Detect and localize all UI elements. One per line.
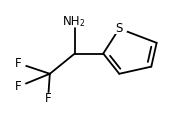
Circle shape <box>40 93 56 104</box>
Text: S: S <box>116 22 123 35</box>
Text: F: F <box>14 57 21 70</box>
Text: F: F <box>14 80 21 93</box>
Circle shape <box>10 82 26 92</box>
Text: 2: 2 <box>79 19 84 28</box>
Circle shape <box>10 58 26 68</box>
Circle shape <box>67 16 83 27</box>
Text: NH: NH <box>63 15 80 28</box>
Text: F: F <box>45 92 51 105</box>
Circle shape <box>111 23 127 34</box>
